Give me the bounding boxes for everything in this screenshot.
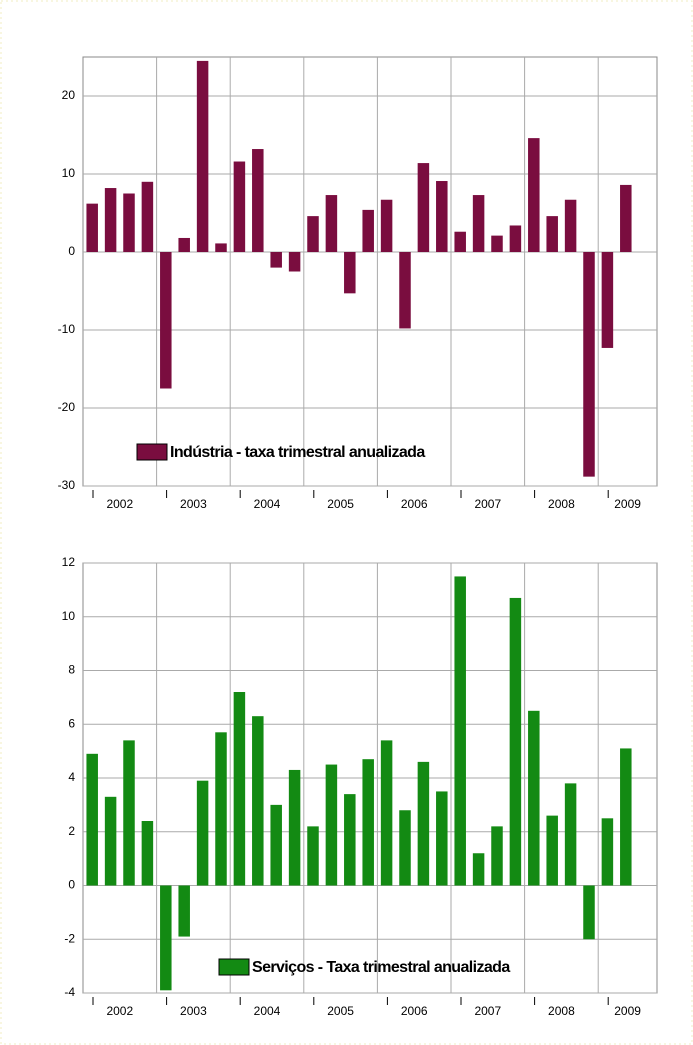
bar: [362, 209, 374, 252]
x-tick-label: 2008: [548, 497, 575, 511]
y-tick-label: 10: [62, 166, 76, 180]
x-tick-label: 2005: [327, 497, 354, 511]
x-tick-label: 2008: [548, 1004, 575, 1018]
legend-swatch: [136, 443, 168, 461]
bar: [160, 885, 172, 991]
bar: [436, 791, 448, 886]
bar: [288, 769, 301, 886]
bar: [178, 237, 190, 252]
bar: [104, 188, 117, 252]
y-tick-label: 0: [68, 878, 75, 892]
bar: [380, 740, 393, 886]
y-tick-label: 8: [68, 663, 75, 677]
bar: [160, 252, 172, 389]
x-tick-label: 2004: [254, 497, 281, 511]
bar: [288, 252, 301, 272]
bar: [620, 184, 632, 252]
bar: [233, 692, 246, 886]
bar: [344, 252, 356, 294]
x-tick-label: 2006: [401, 497, 428, 511]
y-tick-label: -20: [58, 400, 76, 414]
x-tick-label: 2007: [474, 497, 501, 511]
bar: [325, 764, 338, 886]
bar: [325, 195, 338, 252]
bar: [141, 181, 154, 252]
bar: [307, 216, 319, 252]
bar: [454, 576, 466, 886]
bar: [270, 252, 282, 268]
bar: [454, 231, 466, 252]
bar: [252, 716, 264, 886]
x-tick-label: 2003: [180, 1004, 207, 1018]
bar: [472, 853, 485, 886]
y-tick-label: 0: [68, 244, 75, 258]
x-tick-label: 2003: [180, 497, 207, 511]
x-tick-label: 2006: [401, 1004, 428, 1018]
y-tick-label: 10: [62, 609, 76, 623]
legend-swatch: [218, 958, 250, 976]
bar: [528, 710, 540, 886]
bar: [196, 780, 209, 886]
bar: [252, 149, 264, 252]
bar: [123, 193, 135, 252]
x-tick-label: 2002: [106, 1004, 133, 1018]
y-tick-label: 12: [62, 555, 76, 569]
legend-label: Indústria - taxa trimestral anualizada: [170, 444, 425, 461]
bar: [399, 252, 411, 329]
x-tick-label: 2007: [474, 1004, 501, 1018]
bar: [86, 203, 98, 252]
bar: [104, 796, 117, 886]
y-tick-label: -10: [58, 322, 76, 336]
bar: [215, 243, 227, 252]
bar: [307, 826, 319, 886]
bar: [86, 753, 98, 886]
bar: [123, 740, 135, 886]
x-tick-label: 2009: [614, 497, 641, 511]
bar: [436, 181, 448, 252]
bar: [601, 818, 614, 886]
bar: [509, 225, 522, 252]
x-tick-label: 2004: [254, 1004, 281, 1018]
bar: [399, 810, 411, 886]
bar: [417, 163, 430, 252]
bar: [196, 60, 209, 253]
legend-label: Serviços - Taxa trimestral anualizada: [252, 959, 510, 976]
bar: [344, 794, 356, 886]
y-tick-label: 20: [62, 88, 76, 102]
bar: [491, 235, 503, 252]
bar: [620, 748, 632, 886]
bar: [362, 759, 374, 886]
bar: [270, 804, 282, 886]
bar: [509, 597, 522, 886]
y-tick-label: -4: [64, 985, 75, 999]
x-tick-label: 2002: [106, 497, 133, 511]
y-tick-label: 6: [68, 716, 75, 730]
y-tick-label: -30: [58, 478, 76, 492]
bar: [583, 885, 595, 940]
bar: [601, 252, 614, 348]
bar: [380, 199, 393, 252]
x-tick-label: 2009: [614, 1004, 641, 1018]
plot-area: [82, 56, 658, 487]
bar: [564, 199, 577, 252]
x-tick-label: 2005: [327, 1004, 354, 1018]
y-tick-label: -2: [64, 931, 75, 945]
bar: [233, 161, 246, 252]
bar: [141, 821, 154, 886]
bar: [472, 195, 485, 252]
bar: [215, 732, 227, 886]
y-tick-label: 2: [68, 824, 75, 838]
bar: [583, 252, 595, 477]
bar: [564, 783, 577, 886]
bar: [546, 216, 558, 252]
bar: [546, 815, 558, 886]
y-tick-label: 4: [68, 770, 75, 784]
bar: [528, 138, 540, 252]
bar: [178, 885, 190, 937]
bar: [417, 761, 430, 886]
bar: [491, 826, 503, 886]
